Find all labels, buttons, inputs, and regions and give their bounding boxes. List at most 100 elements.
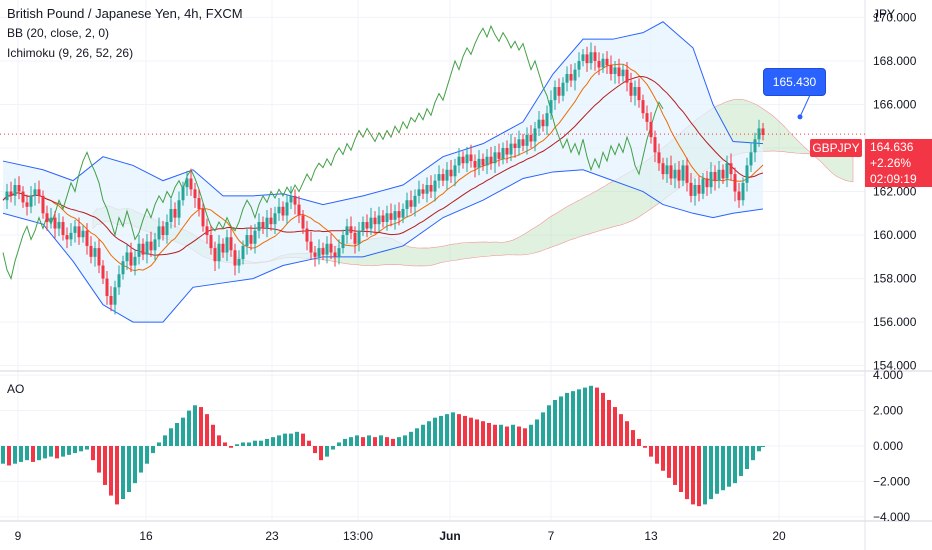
candle-body (609, 65, 613, 74)
ao-bar (187, 410, 191, 446)
candle-body (625, 69, 629, 83)
ao-bar (481, 421, 485, 446)
candle-body (189, 178, 193, 190)
candle-body (89, 245, 93, 257)
candle-body (401, 208, 405, 218)
candle-body (253, 230, 257, 244)
bb-fill (3, 21, 763, 323)
candle-body (501, 148, 505, 159)
ichimoku-legend[interactable]: Ichimoku (9, 26, 52, 26) (7, 46, 134, 60)
candle-body (413, 195, 417, 207)
candle-body (105, 278, 109, 296)
candle-body (673, 169, 677, 179)
candle-body (573, 69, 577, 81)
candle-body (17, 185, 21, 192)
chart-title: British Pound / Japanese Yen, 4h, FXCM (7, 6, 243, 21)
candle-body (197, 198, 201, 209)
candle-body (173, 208, 177, 218)
candle-body (61, 222, 65, 236)
candlesticks[interactable] (5, 42, 765, 315)
ao-bar (553, 399, 557, 446)
ao-bar (217, 435, 221, 446)
callout-dot (797, 114, 803, 120)
candle-body (521, 139, 525, 146)
ao-bar (541, 412, 545, 446)
ao-bar (61, 446, 65, 457)
candle-body (109, 296, 113, 305)
ao-bar (571, 391, 575, 446)
ao-bar (631, 430, 635, 446)
candle-body (345, 226, 349, 236)
candle-body (457, 156, 461, 166)
ao-bar (703, 446, 707, 505)
ao-bar (337, 442, 341, 446)
ao-bar (295, 431, 299, 446)
bb-upper (2, 21, 764, 206)
candle-body (617, 67, 621, 77)
candle-body (165, 222, 169, 236)
ao-bar (25, 446, 29, 461)
price-tick: 154.000 (873, 359, 917, 373)
candle-body (169, 208, 173, 222)
ao-bar (31, 446, 35, 462)
ao-bar (373, 437, 377, 446)
candle-body (309, 241, 313, 253)
ao-bar (109, 446, 113, 496)
ao-bar (535, 419, 539, 446)
ao-bar (55, 446, 59, 459)
candle-body (701, 178, 705, 194)
candle-body (73, 226, 77, 233)
candle-body (81, 230, 85, 238)
candle-body (113, 287, 117, 305)
ao-bar (517, 426, 521, 446)
ao-bar (325, 446, 329, 457)
candle-body (297, 204, 301, 216)
bollinger-bands (2, 21, 764, 323)
ao-bar (475, 419, 479, 446)
candle-body (361, 222, 365, 231)
candle-body (193, 189, 197, 199)
ao-bar (697, 446, 701, 507)
ao-bar (169, 428, 173, 446)
kijun-line (2, 76, 764, 256)
ao-bar (601, 392, 605, 446)
candle-body (329, 243, 333, 253)
bb-legend[interactable]: BB (20, close, 2, 0) (7, 26, 110, 40)
candle-body (497, 152, 501, 159)
candle-body (13, 185, 17, 196)
ao-bar (511, 424, 515, 446)
candle-body (241, 245, 245, 259)
candle-body (377, 215, 381, 225)
ao-bar (349, 437, 353, 446)
ao-bar (259, 440, 263, 446)
ao-histogram[interactable] (1, 385, 765, 507)
price-tick: 156.000 (873, 315, 917, 329)
ao-bar (761, 446, 765, 447)
ao-bar (73, 446, 77, 454)
candle-body (433, 180, 437, 192)
ao-bar (637, 438, 641, 446)
candle-body (117, 274, 121, 288)
candle-body (449, 169, 453, 177)
candle-body (685, 165, 689, 183)
ao-bar (85, 446, 89, 450)
candle-body (697, 185, 701, 194)
ao-legend[interactable]: AO (7, 382, 25, 396)
candle-body (125, 252, 129, 262)
candle-body (569, 74, 573, 81)
ao-bar (421, 424, 425, 446)
currency-label: JPY (873, 7, 895, 21)
ao-bar (757, 446, 761, 452)
ao-bar (643, 446, 647, 448)
candle-body (301, 215, 305, 229)
candle-body (209, 235, 213, 249)
candle-body (101, 265, 105, 279)
ao-bar (649, 446, 653, 457)
ao-bar (133, 446, 137, 484)
candle-body (645, 113, 649, 122)
candle-body (177, 200, 181, 218)
candle-body (425, 185, 429, 194)
candle-body (717, 169, 721, 181)
price-callout[interactable]: 165.430 (763, 68, 826, 96)
